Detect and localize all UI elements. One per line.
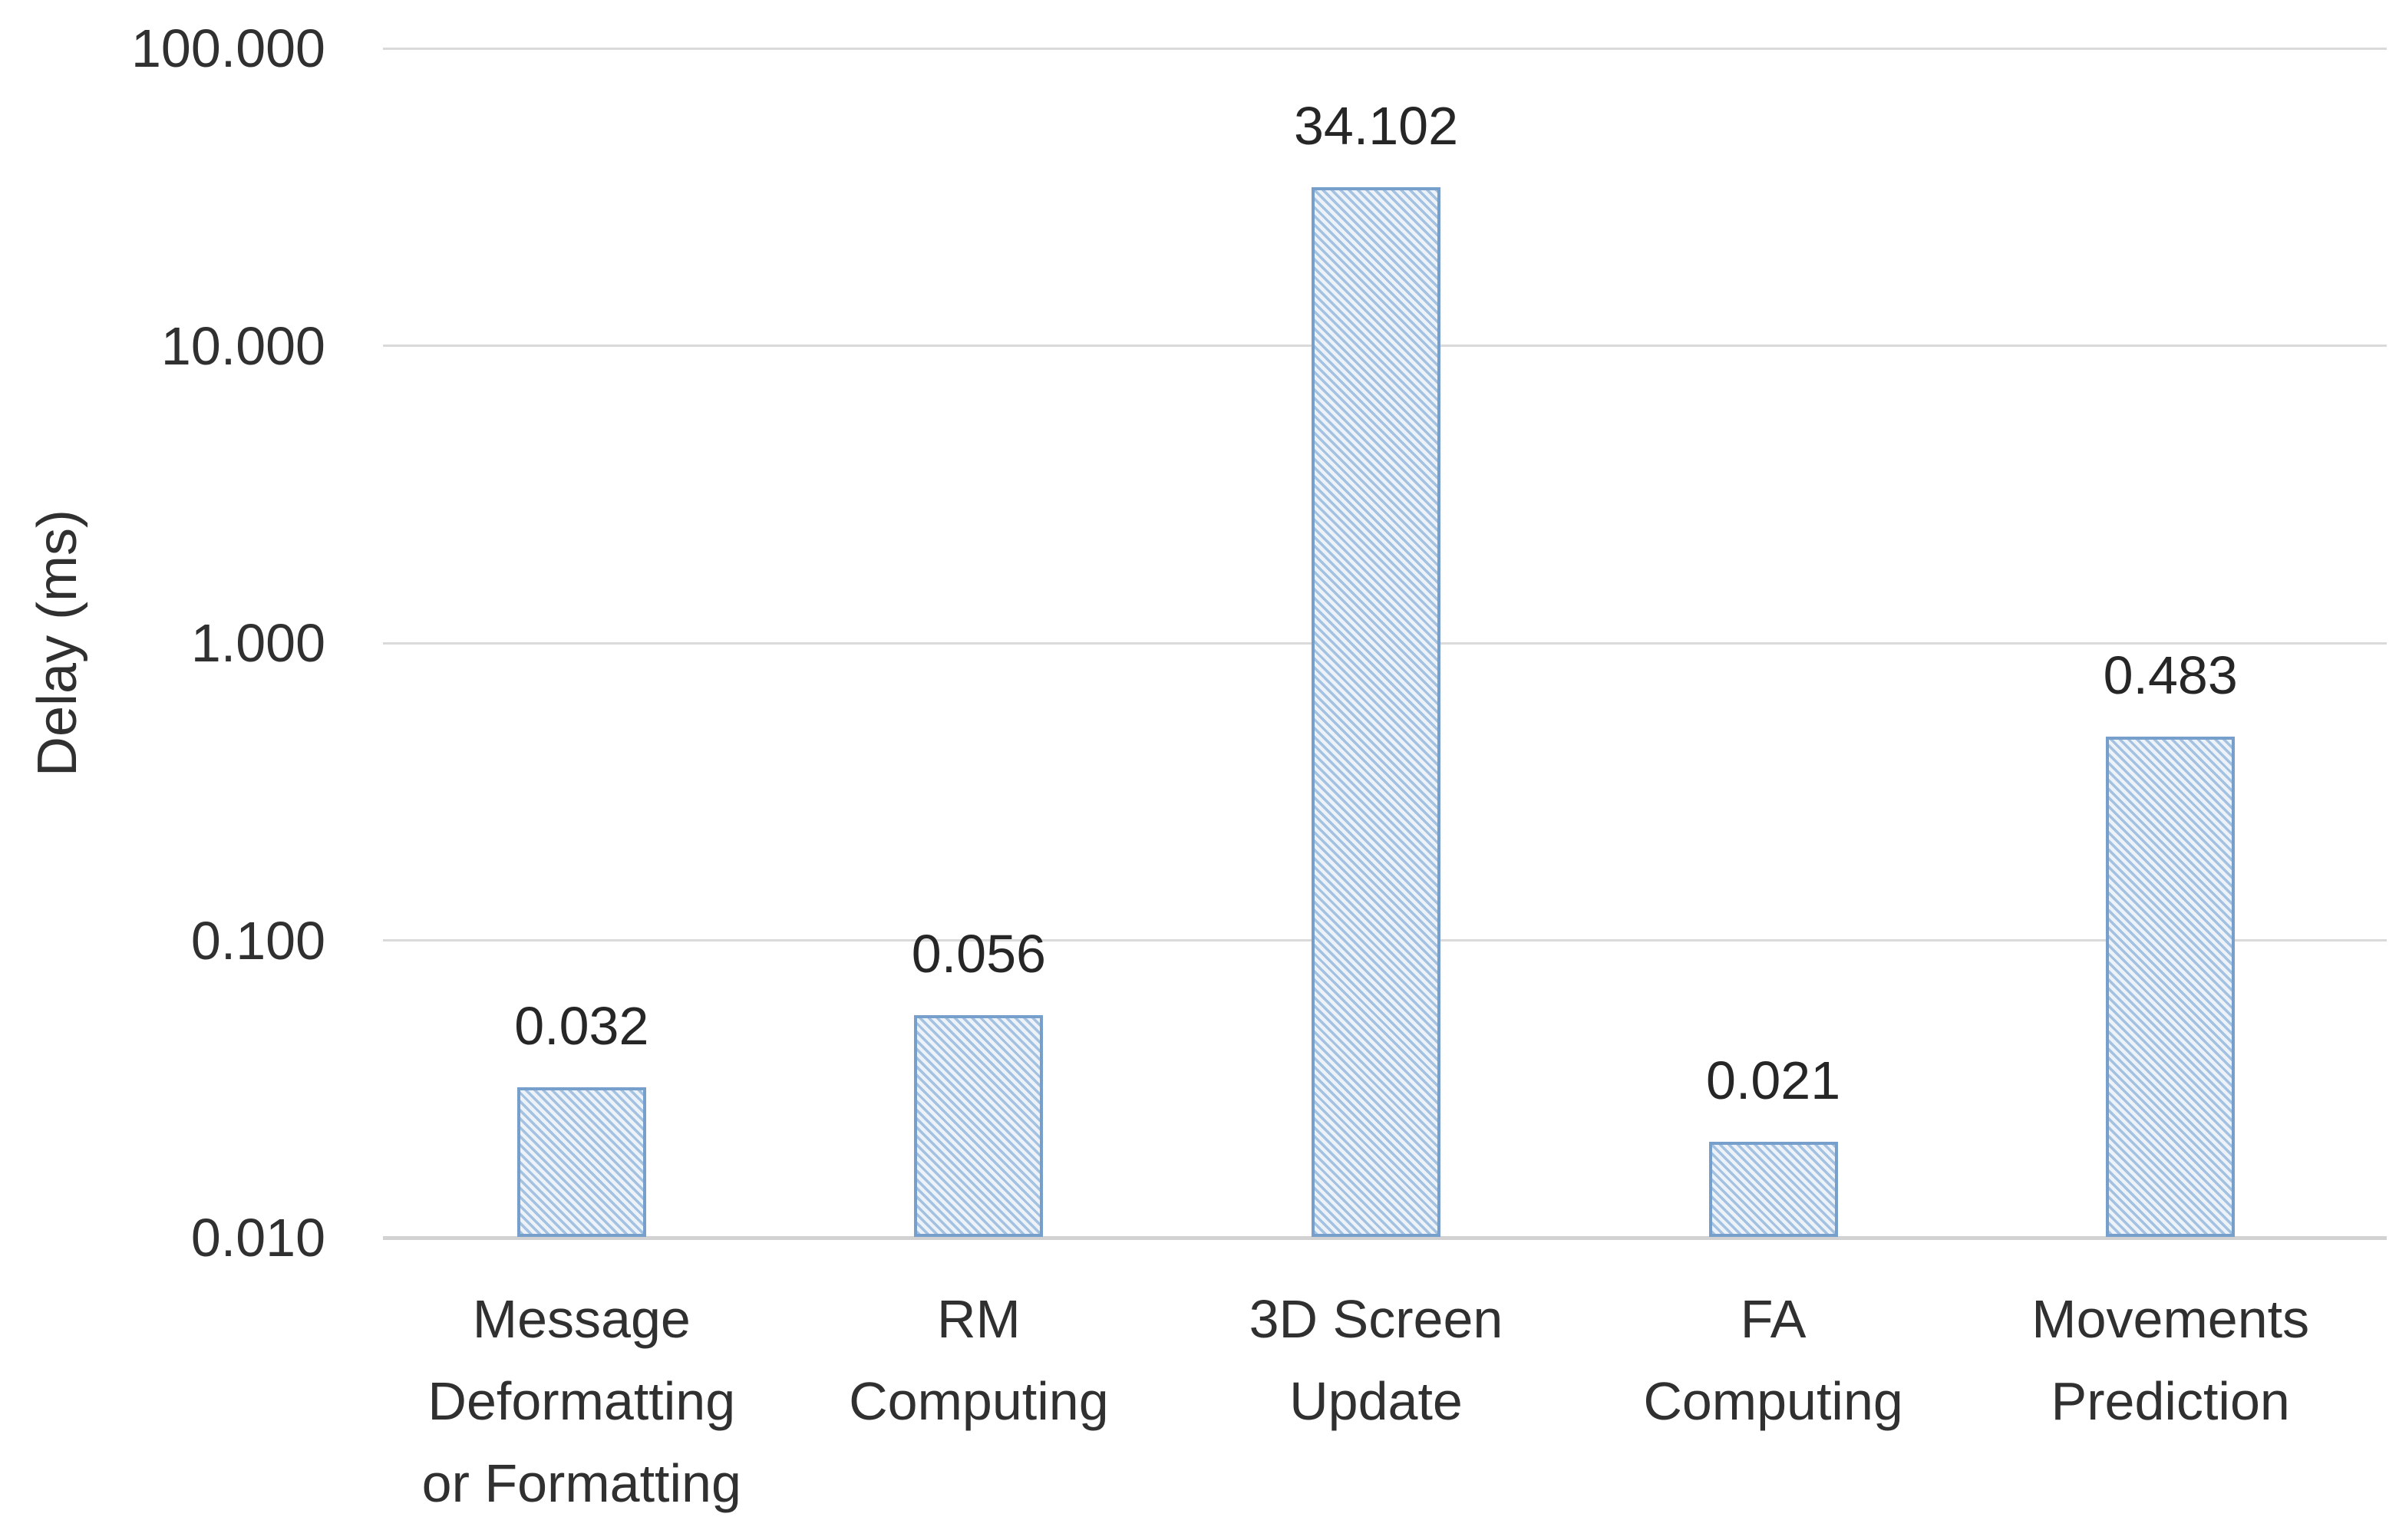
bar-1 [516,1087,646,1237]
gridline [383,47,2387,50]
value-label: 0.032 [514,996,649,1057]
bar-2 [914,1015,1044,1237]
bar-3 [1312,187,1440,1237]
y-tick-label: 0.100 [190,910,325,971]
category-label: Message Deformatting or Formatting [421,1289,741,1513]
y-tick-label: 1.000 [190,613,325,673]
bar-5 [2106,737,2236,1237]
category-label: RM Computing [849,1289,1109,1431]
value-label: 0.021 [1706,1050,1841,1111]
category-label: 3D Screen Update [1249,1289,1503,1431]
x-axis-line [383,1236,2387,1240]
value-label: 0.056 [911,924,1046,984]
value-label: 34.102 [1293,96,1459,157]
bar-4 [1708,1142,1838,1237]
value-label: 0.483 [2103,645,2238,706]
category-label: FA Computing [1643,1289,1903,1431]
category-label: Movements Prediction [2031,1289,2310,1431]
y-tick-label: 100.000 [130,18,325,78]
y-tick-label: 10.000 [160,315,325,376]
y-tick-label: 0.010 [190,1208,325,1268]
